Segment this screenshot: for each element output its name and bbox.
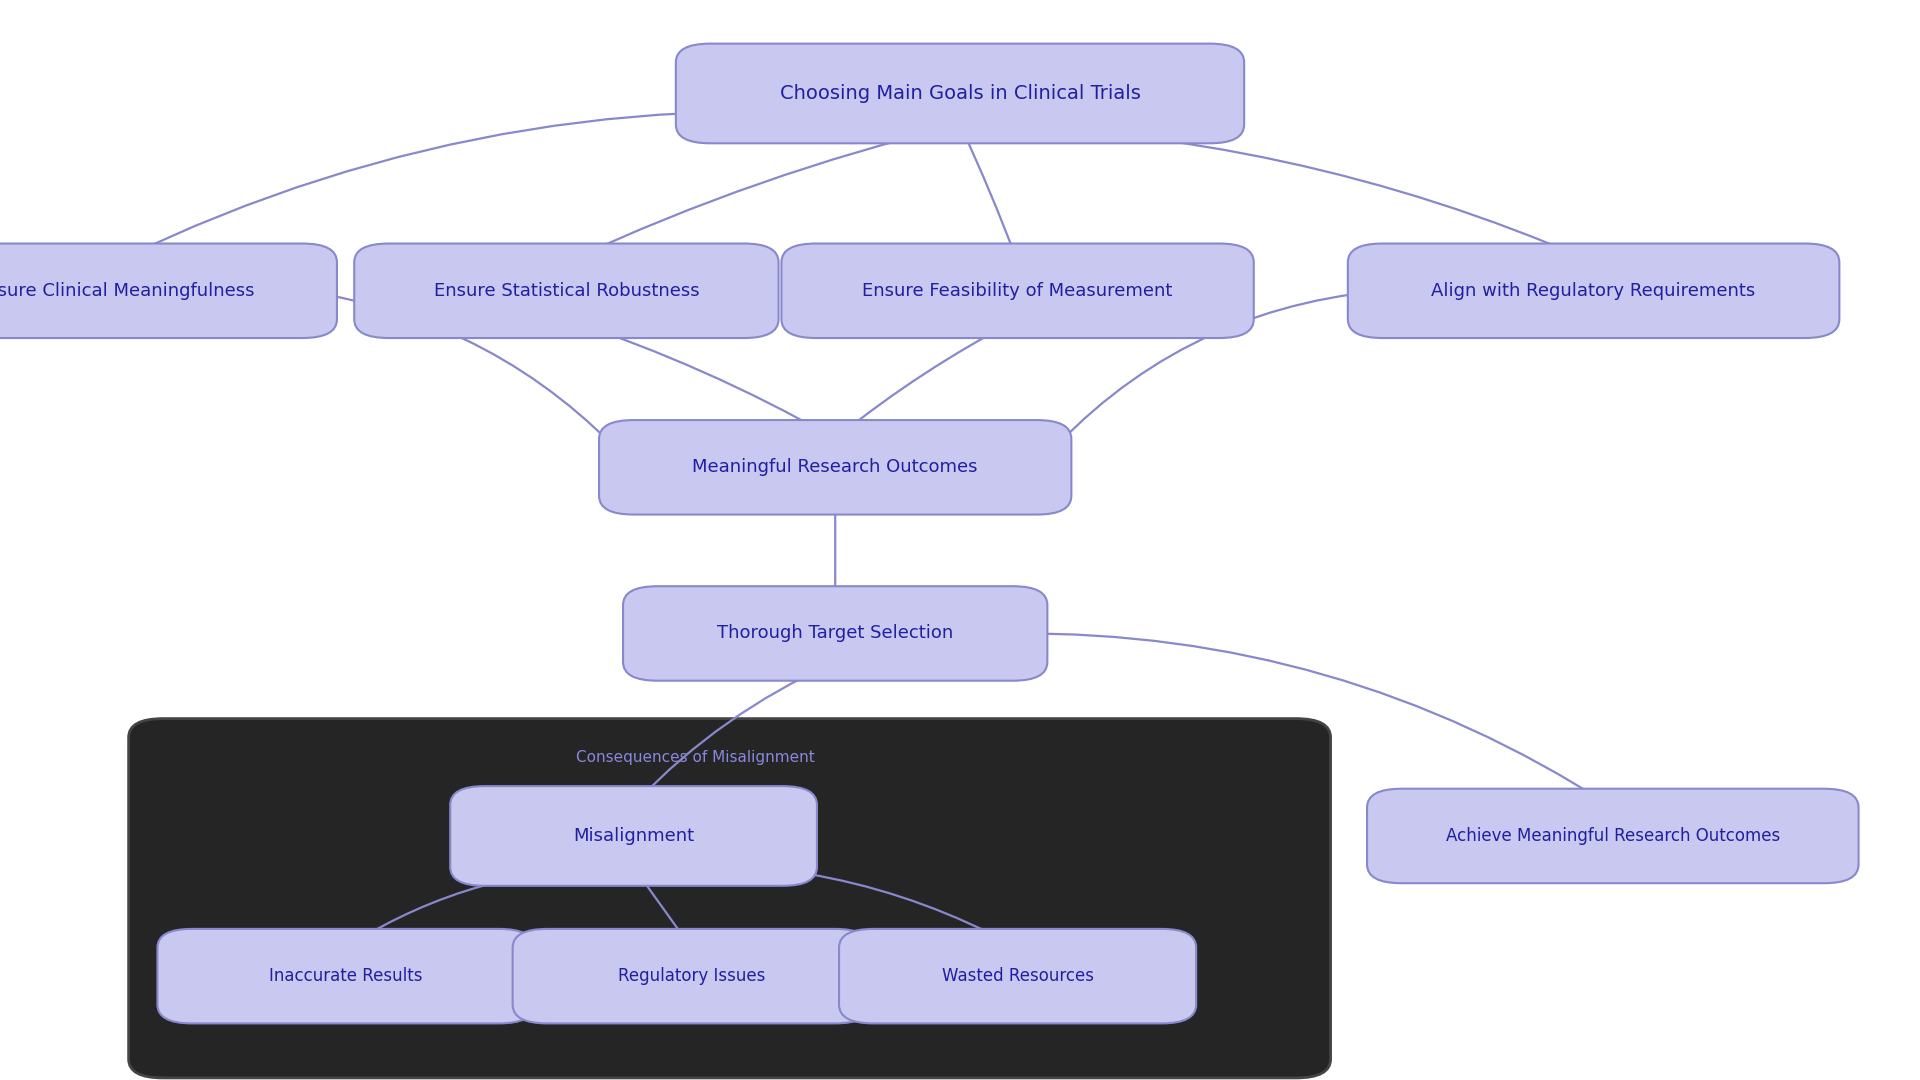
FancyBboxPatch shape [781, 243, 1254, 338]
FancyBboxPatch shape [1367, 788, 1859, 883]
Text: Choosing Main Goals in Clinical Trials: Choosing Main Goals in Clinical Trials [780, 84, 1140, 103]
FancyBboxPatch shape [129, 718, 1331, 1078]
FancyBboxPatch shape [513, 929, 870, 1024]
Text: Achieve Meaningful Research Outcomes: Achieve Meaningful Research Outcomes [1446, 827, 1780, 845]
FancyBboxPatch shape [0, 243, 338, 338]
FancyBboxPatch shape [622, 586, 1048, 680]
Text: Align with Regulatory Requirements: Align with Regulatory Requirements [1432, 282, 1755, 300]
FancyBboxPatch shape [157, 929, 534, 1024]
Text: Consequences of Misalignment: Consequences of Misalignment [576, 750, 814, 765]
Text: Wasted Resources: Wasted Resources [941, 968, 1094, 985]
Text: Regulatory Issues: Regulatory Issues [618, 968, 764, 985]
Text: Meaningful Research Outcomes: Meaningful Research Outcomes [693, 458, 977, 476]
Text: Ensure Feasibility of Measurement: Ensure Feasibility of Measurement [862, 282, 1173, 300]
Text: Ensure Clinical Meaningfulness: Ensure Clinical Meaningfulness [0, 282, 255, 300]
FancyBboxPatch shape [449, 786, 818, 886]
FancyBboxPatch shape [599, 420, 1071, 514]
Text: Thorough Target Selection: Thorough Target Selection [716, 624, 954, 643]
FancyBboxPatch shape [353, 243, 780, 338]
FancyBboxPatch shape [676, 43, 1244, 144]
Text: Ensure Statistical Robustness: Ensure Statistical Robustness [434, 282, 699, 300]
Text: Inaccurate Results: Inaccurate Results [269, 968, 422, 985]
FancyBboxPatch shape [1348, 243, 1839, 338]
Text: Misalignment: Misalignment [572, 827, 695, 845]
FancyBboxPatch shape [839, 929, 1196, 1024]
